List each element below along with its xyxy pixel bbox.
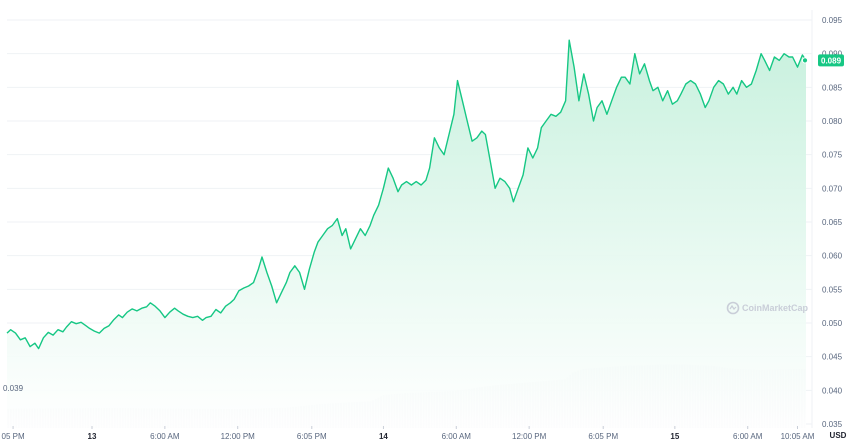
y-tick-label: 0.070: [822, 184, 843, 193]
y-tick-label: 0.050: [822, 319, 843, 328]
x-tick-label: 6:00 AM: [150, 432, 180, 441]
y-tick-label: 0.085: [822, 83, 843, 92]
y-tick-label: 0.040: [822, 386, 843, 395]
y-tick-label: 0.095: [822, 16, 843, 25]
price-line: [6, 39, 807, 350]
price-area-fill: [7, 40, 806, 428]
y-tick-label: 0.045: [822, 353, 843, 362]
current-price-dot[interactable]: [801, 57, 809, 64]
current-price-label: 0.089: [821, 56, 842, 65]
min-price-marker: 0.039: [3, 384, 24, 393]
y-tick-label: 0.080: [822, 117, 843, 126]
y-tick-label: 0.035: [822, 420, 843, 429]
current-price-badge: [818, 54, 844, 67]
y-tick-label: 0.055: [822, 285, 843, 294]
y-axis: 0.095 0.090 0.085 0.080 0.075 0.070 0.065 0.060…: [822, 16, 843, 429]
x-tick-label: 6:05 PM: [297, 432, 327, 441]
x-tick-label: 14: [379, 432, 388, 441]
x-tick-label: 15: [670, 432, 679, 441]
watermark: CoinMarketCap: [726, 301, 809, 315]
x-tick-label: 6:05 PM: [588, 432, 618, 441]
min-price-label: 0.039: [3, 384, 24, 393]
x-tick-label: 6:00 AM: [442, 432, 472, 441]
x-axis: 05 PM 13 6:00 AM 12:00 PM 6:05 PM 14 6:00 AM 12…: [2, 426, 815, 441]
x-tick-label: 12:00 PM: [512, 432, 547, 441]
y-tick-label: 0.075: [822, 151, 843, 160]
y-tick-label: 0.065: [822, 218, 843, 227]
currency-label: USD: [830, 431, 847, 440]
y-tick-label: 0.090: [822, 50, 843, 59]
y-tick-label: 0.060: [822, 252, 843, 261]
x-tick-label: 12:00 PM: [221, 432, 256, 441]
current-price-marker: 0.089: [801, 54, 844, 67]
x-tick-label: 05 PM: [2, 432, 25, 441]
coinmarketcap-logo-icon: [726, 301, 740, 315]
x-tick-label: 6:00 AM: [733, 432, 763, 441]
watermark-text: CoinMarketCap: [742, 303, 809, 313]
coinmarketcap-logo-wave-icon: [729, 304, 737, 310]
x-tick-label: 13: [88, 432, 97, 441]
x-tick-label: 10:05 AM: [781, 432, 815, 441]
